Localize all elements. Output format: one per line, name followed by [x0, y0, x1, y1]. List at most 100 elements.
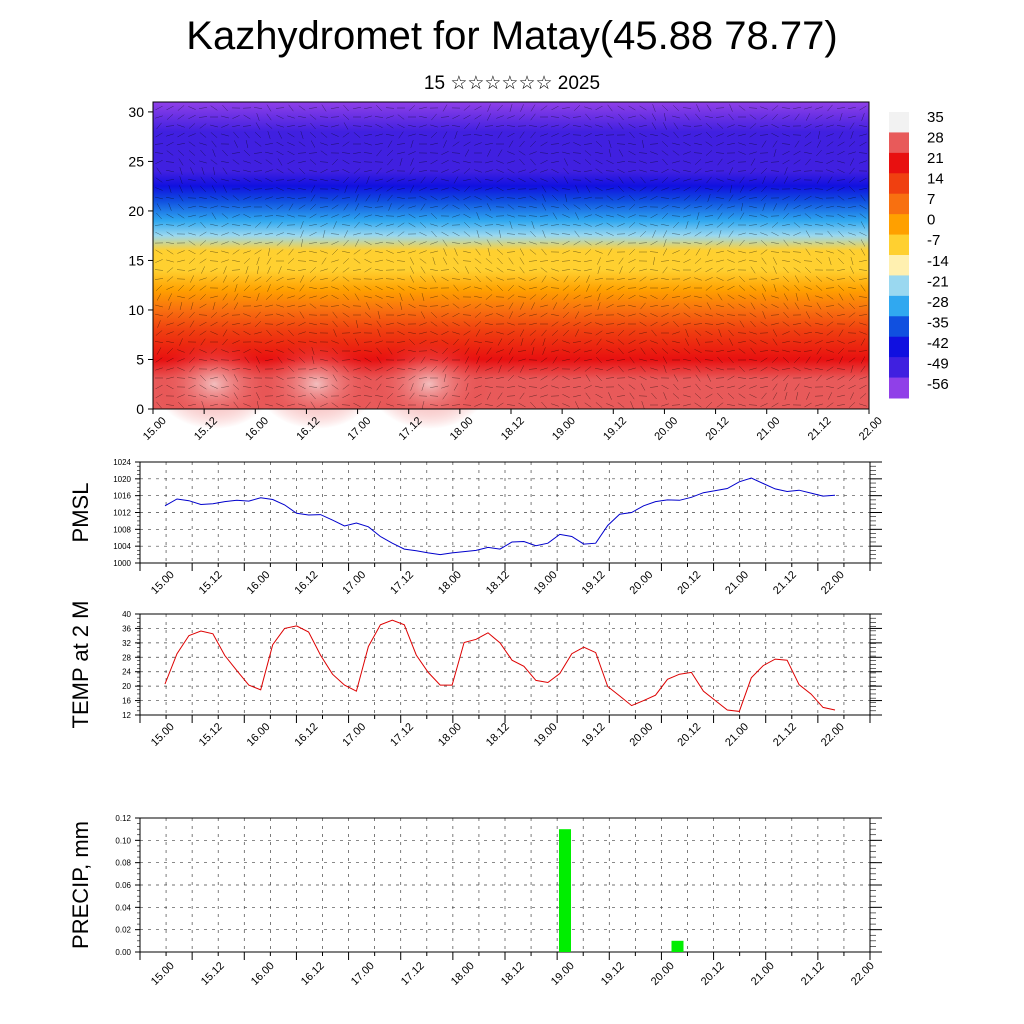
colorbar-label: 7: [927, 191, 935, 208]
colorbar-label: -7: [927, 232, 940, 249]
y-tick-label: 28: [122, 653, 131, 662]
x-tick-label: 16.12: [292, 721, 320, 749]
x-tick-label: 20.00: [627, 721, 655, 749]
colorbar-label: 28: [927, 130, 944, 147]
y-tick-label: 1000: [113, 559, 131, 568]
y-axis-label: PMSL: [68, 483, 93, 543]
colorbar-swatch: [889, 336, 909, 358]
x-tick-label: 21.12: [806, 415, 834, 443]
y-tick-label: 16: [122, 697, 131, 706]
x-tick-label: 17.00: [340, 721, 368, 749]
x-tick-label: 15.00: [141, 415, 169, 443]
colorbar-label: -14: [927, 253, 949, 270]
colorbar-label: -28: [927, 294, 949, 311]
colorbar-label: -35: [927, 314, 949, 331]
page-title: Kazhydromet for Matay(45.88 78.77): [186, 14, 838, 58]
y-tick-label: 0: [136, 401, 144, 417]
x-tick-label: 15.12: [197, 569, 225, 597]
x-tick-label: 20.00: [652, 415, 680, 443]
x-tick-label: 20.00: [649, 960, 677, 988]
colorbar-swatch: [889, 214, 909, 236]
y-tick-label: 0.06: [115, 881, 131, 890]
precip-bar: [671, 940, 684, 952]
x-tick-label: 17.00: [349, 960, 377, 988]
x-tick-label: 21.00: [755, 415, 783, 443]
y-tick-label: 25: [128, 153, 144, 169]
colorbar-swatch: [889, 112, 909, 133]
x-tick-label: 22.00: [857, 415, 885, 443]
y-axis-label: TEMP at 2 M: [68, 601, 93, 729]
colorbar-label: -21: [927, 273, 949, 290]
colorbar-label: 35: [927, 109, 944, 126]
panel-2-grid: [139, 461, 871, 564]
x-tick-label: 21.12: [771, 721, 799, 749]
x-tick-label: 22.00: [819, 721, 847, 749]
x-tick-label: 16.00: [245, 721, 273, 749]
colorbar-swatch: [889, 357, 909, 379]
x-tick-label: 19.12: [599, 960, 627, 988]
x-tick-label: 15.00: [149, 569, 177, 597]
colorbar-label: -49: [927, 355, 949, 372]
x-tick-label: 15.00: [149, 960, 177, 988]
y-tick-label: 0.04: [115, 903, 131, 912]
x-tick-label: 17.12: [388, 721, 416, 749]
x-tick-label: 21.12: [771, 569, 799, 597]
y-tick-label: 24: [122, 668, 131, 677]
y-tick-label: 40: [122, 610, 131, 619]
x-tick-label: 19.00: [550, 415, 578, 443]
x-tick-label: 21.12: [799, 960, 827, 988]
y-tick-label: 15: [128, 252, 144, 268]
x-tick-label: 16.12: [299, 960, 327, 988]
x-tick-label: 20.12: [699, 960, 727, 988]
x-tick-label: 21.00: [749, 960, 777, 988]
x-tick-label: 20.12: [675, 721, 703, 749]
x-tick-label: 18.12: [499, 415, 527, 443]
colorbar-swatch: [889, 132, 909, 154]
colorbar-label: -42: [927, 335, 949, 352]
x-tick-label: 20.12: [675, 569, 703, 597]
y-axis-label: PRECIP, mm: [68, 821, 93, 949]
x-tick-label: 18.12: [484, 569, 512, 597]
y-tick-label: 0.12: [115, 814, 131, 823]
y-tick-label: 20: [122, 682, 131, 691]
x-tick-label: 18.00: [449, 960, 477, 988]
x-tick-label: 15.12: [199, 960, 227, 988]
x-tick-label: 19.12: [580, 569, 608, 597]
colorbar-swatch: [889, 275, 909, 297]
y-tick-label: 1024: [113, 458, 131, 467]
y-tick-label: 1012: [113, 509, 131, 518]
colorbar-swatch: [889, 295, 909, 317]
x-tick-label: 22.00: [849, 960, 877, 988]
x-tick-label: 15.00: [149, 721, 177, 749]
colorbar-swatch: [889, 316, 909, 338]
x-tick-label: 19.00: [532, 569, 560, 597]
colorbar-swatch: [889, 152, 909, 174]
y-tick-label: 0.02: [115, 926, 131, 935]
x-tick-label: 19.12: [580, 721, 608, 749]
y-tick-label: 1016: [113, 492, 131, 501]
y-tick-label: 30: [128, 104, 144, 120]
x-tick-label: 16.00: [249, 960, 277, 988]
y-tick-label: 1008: [113, 525, 131, 534]
x-tick-label: 19.00: [549, 960, 577, 988]
x-tick-label: 16.00: [245, 569, 273, 597]
y-tick-label: 10: [128, 302, 144, 318]
colorbar-label: -56: [927, 376, 949, 393]
x-tick-label: 17.12: [399, 960, 427, 988]
x-tick-label: 22.00: [819, 569, 847, 597]
x-tick-label: 21.00: [723, 569, 751, 597]
colorbar-label: 21: [927, 150, 944, 167]
x-tick-label: 21.00: [723, 721, 751, 749]
page-subtitle: 15 ☆☆☆☆☆☆ 2025: [423, 73, 601, 94]
colorbar-swatch: [889, 193, 909, 215]
x-tick-label: 18.12: [499, 960, 527, 988]
colorbar-label: 14: [927, 171, 944, 188]
y-tick-label: 1004: [113, 542, 131, 551]
colorbar-swatch: [889, 255, 909, 276]
panel-3-grid: [139, 613, 871, 716]
x-tick-label: 20.00: [627, 569, 655, 597]
x-tick-label: 16.12: [292, 569, 320, 597]
y-tick-label: 1020: [113, 475, 131, 484]
warm-core-2: [369, 339, 490, 429]
